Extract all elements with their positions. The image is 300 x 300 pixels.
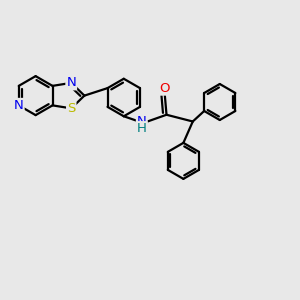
Text: H: H	[137, 122, 147, 135]
Text: S: S	[67, 102, 75, 115]
Text: N: N	[137, 115, 147, 128]
Text: O: O	[159, 82, 170, 94]
Text: N: N	[14, 99, 24, 112]
Text: N: N	[66, 76, 76, 89]
